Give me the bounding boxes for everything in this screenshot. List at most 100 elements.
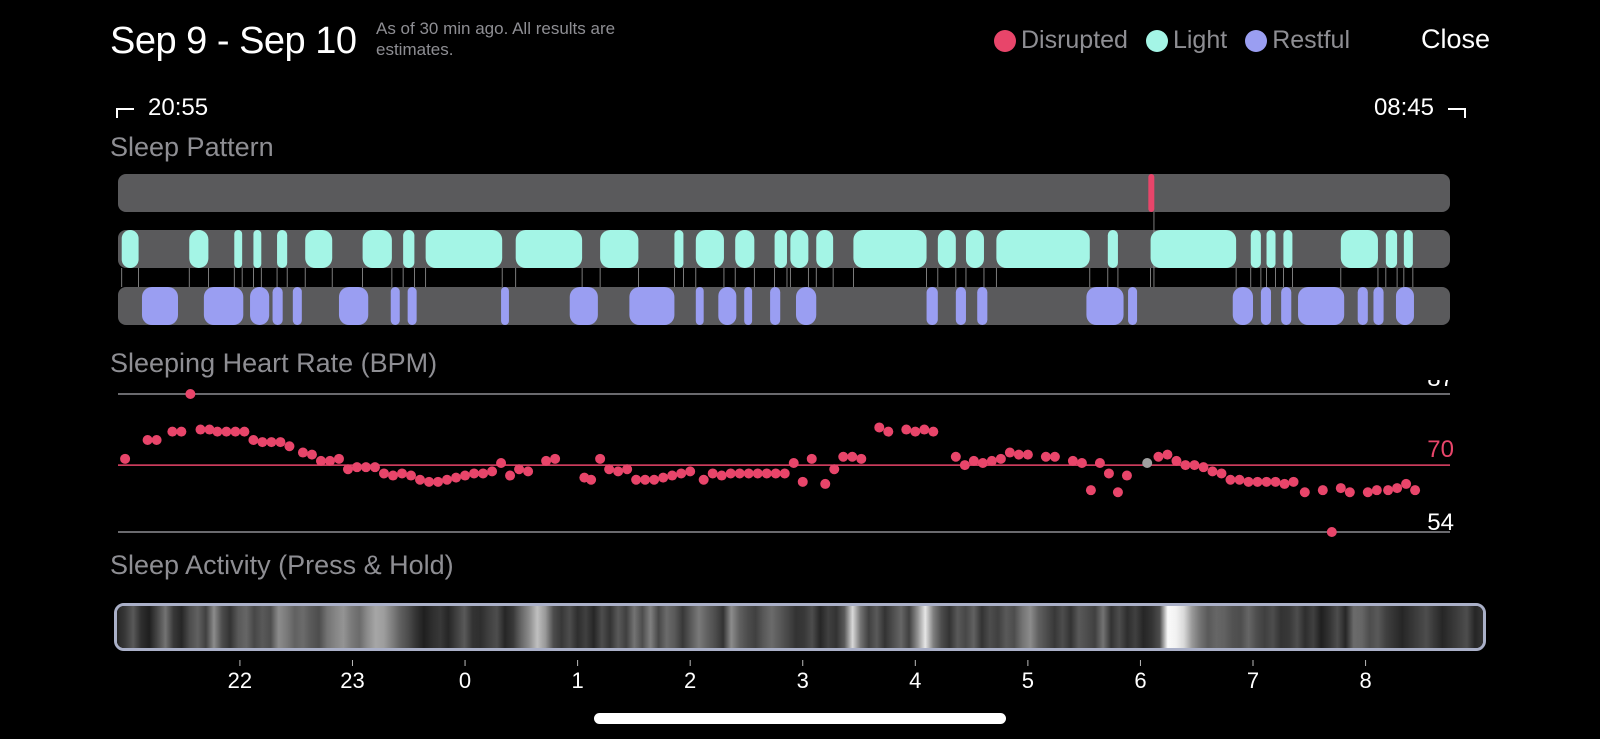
hr-avg-label: 70 — [1427, 436, 1454, 463]
light-segment — [1250, 230, 1261, 268]
restful-segment — [292, 287, 302, 325]
light-dot-icon — [1145, 29, 1168, 52]
restful-segment — [203, 287, 244, 325]
disrupted-dot-icon — [993, 29, 1016, 52]
light-segment — [1150, 230, 1237, 268]
legend-light: Light — [1145, 26, 1227, 55]
axis-hour-label: 2 — [684, 668, 696, 693]
hr-point — [1067, 455, 1078, 466]
hr-point — [266, 437, 277, 448]
time-end: 08:45 — [1374, 94, 1466, 122]
hr-point — [676, 468, 687, 479]
sleep-pattern-chart[interactable] — [0, 170, 1600, 330]
hr-point — [649, 474, 660, 485]
light-segment — [1385, 230, 1398, 268]
hr-point — [297, 447, 308, 458]
hr-point — [1279, 478, 1290, 489]
hr-point — [1112, 487, 1123, 498]
hr-point — [1121, 470, 1132, 481]
light-segment — [735, 230, 755, 268]
hr-point — [195, 424, 206, 435]
hr-point — [496, 458, 507, 468]
light-segment — [515, 230, 583, 268]
hr-point — [1317, 485, 1328, 496]
hr-point — [1153, 451, 1164, 462]
light-segment — [362, 230, 392, 268]
restful-segment — [977, 287, 988, 325]
restful-segment — [1086, 287, 1124, 325]
heart-rate-chart[interactable]: 87 70 54 — [0, 380, 1600, 550]
hr-point — [151, 435, 162, 445]
track-disrupted — [118, 174, 1450, 212]
hr-point — [433, 476, 444, 487]
hr-point — [185, 389, 196, 399]
hr-point — [797, 476, 808, 487]
sleep-activity-bar[interactable] — [114, 603, 1486, 651]
light-segment — [965, 230, 984, 268]
hr-point — [1335, 483, 1346, 494]
hr-point — [1013, 449, 1024, 460]
axis-hour-label: 5 — [1022, 668, 1034, 693]
end-time-label: 08:45 — [1373, 94, 1434, 121]
restful-segment — [1357, 287, 1368, 325]
restful-segment — [250, 287, 270, 325]
time-axis: 22 23 0 1 2 3 4 5 6 7 8 — [228, 660, 1372, 693]
hr-point — [142, 435, 153, 445]
light-segment — [425, 230, 503, 268]
axis-hour-label: 7 — [1247, 668, 1259, 693]
hr-point — [901, 424, 912, 435]
light-segment — [189, 230, 209, 268]
hr-point — [1252, 476, 1263, 487]
hr-point — [622, 464, 633, 475]
hr-point — [1371, 485, 1382, 496]
hr-point — [333, 453, 344, 464]
restful-segment — [407, 287, 417, 325]
hr-point — [1049, 451, 1060, 462]
hr-point — [995, 453, 1006, 464]
light-segment — [816, 230, 834, 268]
hr-point — [315, 455, 326, 466]
hr-point — [120, 453, 131, 464]
hr-point — [986, 455, 997, 466]
restful-segment — [390, 287, 400, 325]
hr-point — [950, 451, 961, 462]
hr-point — [1004, 447, 1015, 458]
hr-point — [1216, 468, 1227, 479]
hr-point — [779, 468, 790, 479]
hr-point — [442, 474, 453, 485]
hr-point — [204, 424, 215, 435]
light-segment — [790, 230, 809, 268]
restful-segment — [1260, 287, 1272, 325]
home-indicator[interactable] — [594, 713, 1006, 724]
hr-point — [820, 478, 831, 489]
restful-segment — [1232, 287, 1254, 325]
close-button[interactable]: Close — [1420, 24, 1490, 54]
light-segment — [1266, 230, 1276, 268]
hr-point — [324, 455, 335, 466]
hr-point — [1225, 474, 1236, 485]
end-bracket-icon — [1448, 107, 1466, 118]
hr-point — [1076, 458, 1087, 468]
hr-point — [770, 468, 781, 479]
axis-hour-label: 4 — [909, 668, 921, 693]
hr-point — [847, 451, 858, 462]
hr-point — [1085, 485, 1096, 496]
hr-point — [829, 464, 840, 475]
hr-point — [1162, 449, 1173, 460]
activity-intensity-strip[interactable] — [117, 606, 1483, 648]
hr-point — [685, 466, 696, 477]
hr-point — [1103, 468, 1114, 479]
restful-dot-icon — [1245, 29, 1268, 52]
light-segment — [1403, 230, 1413, 268]
hr-point — [1362, 487, 1373, 498]
hr-point — [640, 474, 651, 485]
restful-segment — [501, 287, 509, 325]
hr-point — [1243, 476, 1254, 487]
hr-point — [478, 468, 489, 479]
hr-point — [752, 468, 763, 479]
axis-hour-label: 6 — [1134, 668, 1146, 693]
sleep-pattern-title: Sleep Pattern — [110, 132, 274, 162]
header: Sep 9 - Sep 10 As of 30 min ago. All res… — [110, 18, 1490, 68]
axis-hour-label: 23 — [340, 668, 364, 693]
hr-point — [1326, 527, 1337, 537]
